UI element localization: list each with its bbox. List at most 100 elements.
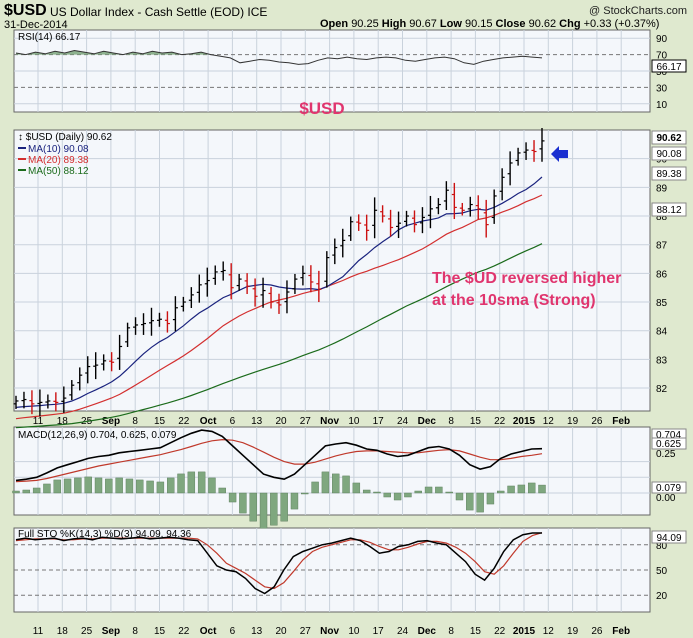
macd-value-box bbox=[651, 481, 687, 494]
macd-histogram-bar bbox=[507, 485, 515, 494]
macd-histogram-bar bbox=[208, 477, 216, 494]
x-tick-label: 27 bbox=[300, 626, 312, 637]
price-bar bbox=[244, 273, 250, 295]
sto-tick-label: 80 bbox=[656, 541, 668, 552]
price-tick-label: 84 bbox=[656, 327, 668, 338]
x-tick-label: 13 bbox=[251, 416, 263, 427]
price-bar bbox=[268, 286, 274, 309]
price-bar bbox=[284, 280, 290, 314]
high-label: High bbox=[381, 18, 407, 30]
macd-histogram-bar bbox=[136, 479, 144, 494]
macd-histogram-bar bbox=[383, 492, 391, 498]
x-tick-label: 8 bbox=[132, 416, 138, 427]
price-tick-label: 89 bbox=[656, 183, 668, 194]
macd-histogram-bar bbox=[259, 492, 268, 529]
macd-value-label: 0.704 bbox=[656, 430, 681, 441]
macd-histogram-bar bbox=[156, 481, 165, 494]
price-bar bbox=[396, 211, 402, 239]
price-bar bbox=[539, 127, 545, 162]
symbol-title: $USD bbox=[4, 2, 47, 19]
x-tick-label: 2015 bbox=[513, 626, 536, 637]
x-tick-label: 15 bbox=[154, 416, 166, 427]
price-bar bbox=[109, 352, 115, 372]
macd-histogram-bar bbox=[197, 471, 206, 494]
price-bar bbox=[292, 273, 298, 294]
macd-histogram-bar bbox=[301, 492, 309, 495]
macd-histogram-bar bbox=[12, 490, 20, 494]
price-tick-label: 87 bbox=[656, 241, 668, 252]
x-tick-label: Sep bbox=[102, 626, 120, 637]
x-tick-label: 10 bbox=[348, 626, 360, 637]
close-value: 90.62 bbox=[528, 18, 557, 30]
x-tick-label: 20 bbox=[275, 626, 287, 637]
price-bar bbox=[133, 317, 139, 335]
macd-histogram-bar bbox=[239, 492, 247, 514]
sto-k-line bbox=[15, 532, 542, 595]
price-bar bbox=[491, 189, 497, 224]
x-tick-label: 26 bbox=[591, 626, 603, 637]
x-tick-label: 12 bbox=[543, 626, 555, 637]
x-tick-label: 10 bbox=[348, 416, 360, 427]
price-bar bbox=[61, 386, 67, 413]
price-bar bbox=[29, 390, 35, 415]
chg-value: +0.33 (+0.37%) bbox=[583, 18, 660, 30]
x-tick-label: 22 bbox=[494, 626, 506, 637]
macd-histogram-bar bbox=[43, 483, 51, 494]
price-tick-label: 88 bbox=[656, 212, 668, 223]
macd-value-label: 0.625 bbox=[656, 439, 681, 450]
price-bar bbox=[531, 140, 537, 162]
macd-histogram-bar bbox=[527, 482, 536, 494]
price-bar bbox=[125, 322, 131, 347]
legend-ma10: MA(10) 90.08 bbox=[28, 144, 89, 155]
rsi-overlay-title: $USD bbox=[299, 99, 344, 118]
price-tick-label: 86 bbox=[656, 269, 668, 280]
price-bar bbox=[93, 352, 99, 380]
price-value-label: 90.62 bbox=[656, 133, 681, 144]
x-tick-label: 6 bbox=[230, 416, 236, 427]
rsi-tick-label: 90 bbox=[656, 34, 668, 45]
price-value-label: 88.12 bbox=[656, 205, 681, 216]
price-bar bbox=[21, 391, 27, 409]
x-tick-label: 15 bbox=[470, 626, 482, 637]
price-bar bbox=[475, 195, 481, 220]
price-bar bbox=[411, 210, 417, 233]
price-bar bbox=[13, 395, 19, 409]
price-bar bbox=[228, 263, 234, 300]
macd-value-label: 0.25 bbox=[656, 449, 676, 460]
price-value-box bbox=[651, 166, 687, 181]
x-tick-label: 17 bbox=[373, 626, 385, 637]
x-tick-label: 11 bbox=[33, 416, 44, 427]
price-bar bbox=[340, 228, 346, 258]
x-tick-label: 25 bbox=[81, 626, 93, 637]
x-tick-label: 20 bbox=[275, 416, 287, 427]
macd-legend: MACD(12,26,9) 0.704, 0.625, 0.079 bbox=[18, 430, 177, 441]
x-tick-label: 24 bbox=[397, 416, 409, 427]
rsi-legend: RSI(14) 66.17 bbox=[18, 32, 81, 43]
rsi-overbought-fill bbox=[16, 50, 542, 55]
price-bar bbox=[204, 267, 210, 297]
macd-histogram-bar bbox=[497, 490, 505, 494]
price-bar bbox=[252, 278, 258, 307]
price-bar bbox=[451, 182, 457, 220]
price-bar bbox=[141, 313, 147, 335]
price-bar bbox=[523, 142, 529, 160]
price-tick-label: 85 bbox=[656, 298, 668, 309]
sto-value-box bbox=[651, 530, 687, 544]
macd-histogram-bar bbox=[63, 478, 72, 494]
x-tick-label: Oct bbox=[200, 626, 217, 637]
sto-value-label: 94.09 bbox=[656, 533, 681, 544]
price-bar bbox=[220, 261, 226, 281]
price-bar bbox=[459, 202, 465, 216]
macd-value-label: 0.00 bbox=[656, 493, 676, 504]
price-bar bbox=[388, 209, 394, 237]
x-tick-label: 11 bbox=[33, 626, 44, 637]
macd-histogram-bar bbox=[404, 492, 412, 498]
price-value-box bbox=[651, 146, 687, 161]
x-tick-label: Nov bbox=[320, 416, 339, 427]
price-bar bbox=[380, 205, 386, 223]
macd-histogram-bar bbox=[393, 492, 402, 501]
macd-histogram-bar bbox=[445, 491, 453, 494]
stockcharts-watermark: @ StockCharts.com bbox=[589, 5, 687, 17]
macd-histogram-bar bbox=[373, 491, 381, 494]
